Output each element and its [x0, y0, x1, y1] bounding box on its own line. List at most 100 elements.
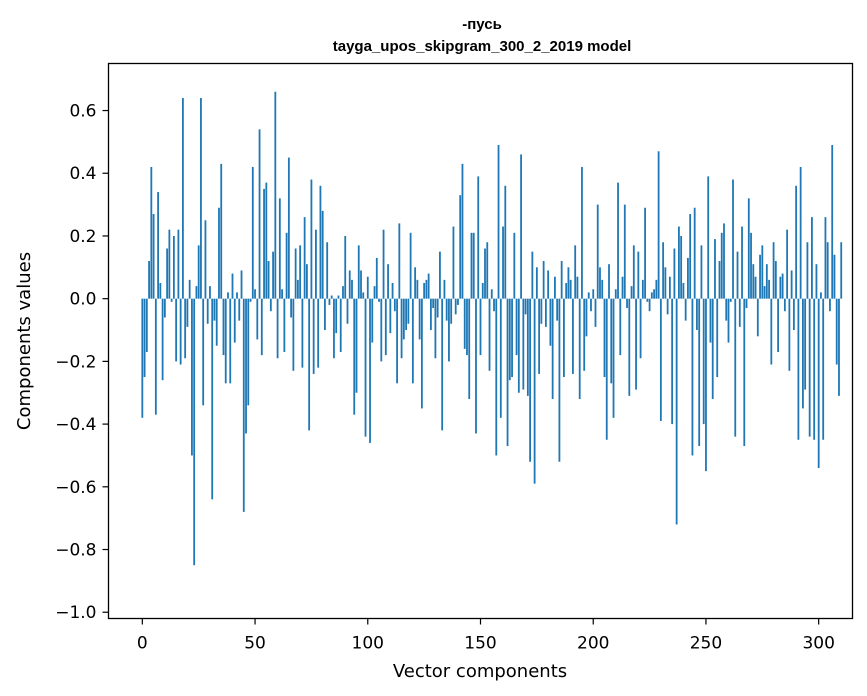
bar-60: [276, 298, 279, 359]
bar-217: [630, 286, 633, 299]
bar-106: [380, 298, 383, 362]
bar-269: [747, 198, 750, 299]
bar-191: [572, 298, 574, 374]
bar-160: [502, 226, 504, 299]
x-tick-label-300: 300: [802, 634, 834, 654]
bar-25: [197, 245, 200, 299]
bar-148: [475, 298, 477, 434]
bar-105: [378, 298, 380, 302]
bar-291: [797, 298, 800, 440]
bar-112: [393, 298, 396, 312]
bar-284: [781, 273, 784, 299]
bar-17: [179, 298, 182, 365]
bar-97: [360, 270, 362, 299]
bar-200: [592, 289, 595, 299]
bar-65: [287, 157, 290, 299]
bar-190: [569, 279, 572, 299]
bar-126: [425, 279, 428, 299]
bar-104: [375, 257, 378, 299]
bar-248: [700, 245, 703, 299]
bar-129: [432, 298, 435, 309]
bar-164: [511, 298, 513, 378]
bar-196: [583, 298, 586, 371]
bar-141: [459, 195, 462, 299]
bar-75: [310, 179, 313, 299]
bar-308: [835, 298, 838, 365]
bar-207: [608, 264, 610, 299]
bar-143: [463, 298, 466, 349]
bar-277: [765, 264, 768, 299]
bar-209: [612, 298, 615, 418]
bar-309: [838, 298, 840, 396]
bar-270: [750, 232, 752, 299]
bar-152: [484, 248, 486, 299]
bar-28: [204, 220, 207, 299]
bar-46: [245, 298, 247, 434]
bar-179: [544, 298, 547, 327]
bar-268: [745, 298, 748, 309]
bar-230: [659, 298, 662, 421]
bar-236: [673, 248, 676, 299]
bar-130: [434, 298, 437, 359]
bar-145: [468, 298, 471, 400]
bar-173: [531, 251, 534, 299]
bar-156: [493, 298, 495, 312]
y-tick-label-2: −0.6: [55, 478, 96, 498]
bar-series: [141, 91, 843, 566]
bar-178: [542, 261, 545, 299]
bar-285: [783, 298, 786, 312]
bar-125: [423, 282, 426, 299]
bar-193: [576, 276, 579, 299]
bar-50: [254, 289, 256, 299]
bar-235: [671, 298, 674, 425]
y-tick-label-8: 0.6: [69, 102, 96, 122]
bar-259: [725, 298, 728, 321]
bar-214: [623, 204, 626, 299]
bar-61: [278, 198, 281, 299]
bar-63: [283, 298, 286, 352]
bar-147: [472, 232, 475, 299]
bar-32: [213, 298, 216, 321]
bar-20: [186, 298, 189, 327]
bar-80: [321, 210, 324, 299]
bar-102: [371, 298, 374, 343]
bar-275: [761, 245, 764, 299]
bar-287: [788, 298, 791, 371]
x-axis-ticks: 0 50 100 150 200 250 300: [137, 618, 835, 654]
bar-254: [714, 239, 716, 299]
bar-263: [734, 298, 737, 437]
bar-52: [258, 129, 261, 299]
bar-289: [792, 298, 795, 331]
bar-216: [628, 298, 631, 396]
bar-34: [218, 207, 220, 299]
bar-158: [497, 145, 500, 299]
bar-77: [315, 229, 317, 299]
bar-3: [148, 261, 150, 299]
bar-226: [650, 292, 653, 299]
bar-55: [265, 182, 268, 299]
bar-57: [269, 298, 272, 312]
bar-94: [353, 298, 356, 415]
bar-299: [815, 264, 818, 299]
bar-41: [233, 298, 236, 343]
bar-265: [738, 298, 741, 327]
bar-101: [369, 298, 371, 443]
bar-139: [454, 298, 457, 315]
bar-89: [342, 286, 344, 299]
bar-113: [396, 298, 398, 384]
bar-218: [632, 245, 635, 299]
bar-155: [490, 289, 493, 299]
bar-4: [150, 166, 153, 299]
bar-181: [549, 298, 552, 346]
bar-114: [398, 223, 401, 299]
bar-59: [274, 91, 277, 299]
bar-222: [641, 279, 644, 299]
bar-153: [486, 242, 489, 299]
bar-39: [229, 298, 232, 384]
y-tick-label-7: 0.4: [69, 164, 96, 184]
bar-79: [319, 185, 322, 299]
bar-234: [668, 276, 671, 299]
bar-192: [574, 245, 577, 299]
bar-149: [477, 176, 480, 299]
